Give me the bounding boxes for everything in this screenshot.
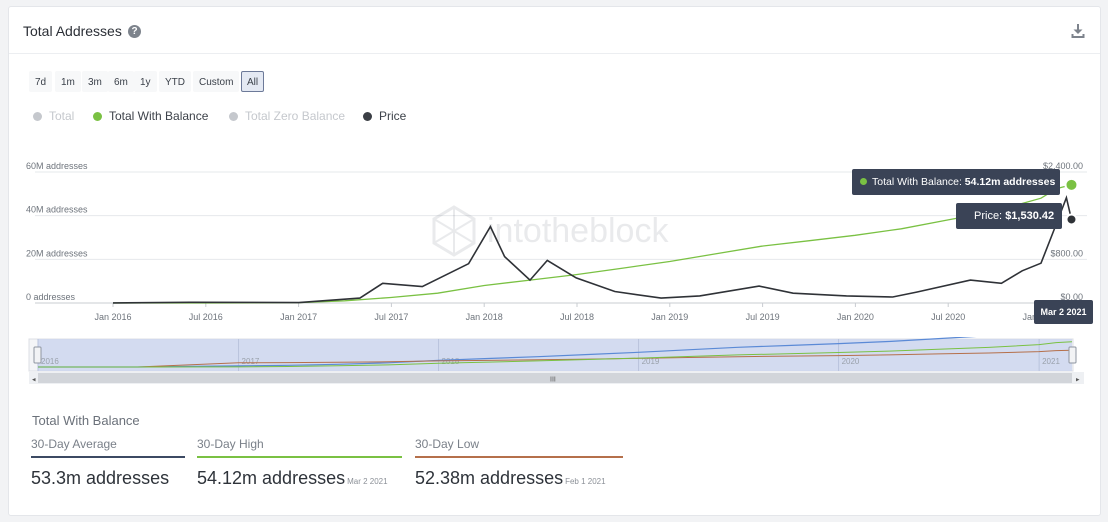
scrollbar-thumb[interactable] xyxy=(38,373,1072,383)
balance-marker xyxy=(1064,177,1079,192)
navigator-left-handle[interactable] xyxy=(33,346,42,364)
navigator-year-label: 2017 xyxy=(242,357,260,366)
card-title: Total Addresses xyxy=(23,23,122,39)
card-header: Total Addresses ? xyxy=(9,7,1100,54)
navigator-year-label: 2019 xyxy=(642,357,660,366)
navigator-total-line xyxy=(38,337,977,368)
tooltip-date-text: Mar 2 2021 xyxy=(1040,307,1087,317)
legend-item-total[interactable]: Total xyxy=(33,109,74,123)
x-tick-label: Jul 2016 xyxy=(189,312,223,322)
series-line-price xyxy=(112,194,1073,304)
stat-label: 30-Day High xyxy=(197,437,264,451)
navigator-year-label: 2016 xyxy=(41,357,59,366)
tooltip-balance-label: Total With Balance: xyxy=(872,176,965,188)
range-custom-button[interactable]: Custom xyxy=(193,71,240,92)
stat-value-text: 53.3m addresses xyxy=(31,468,170,488)
y-tick-label-right: $800.00 xyxy=(1050,248,1083,258)
range-ytd-button[interactable]: YTD xyxy=(159,71,191,92)
stat-value: 53.3m addresses xyxy=(31,468,185,489)
x-tick-label: Jan 2018 xyxy=(466,312,503,322)
tooltip-dot-icon xyxy=(860,178,867,185)
range-6m-button[interactable]: 6m xyxy=(108,71,134,92)
stat-rule xyxy=(415,456,623,458)
range-1m-button[interactable]: 1m xyxy=(55,71,81,92)
x-tick-label: Jul 2019 xyxy=(746,312,780,322)
legend-label: Total xyxy=(49,109,75,123)
y-tick-label-left: 60M addresses xyxy=(26,161,88,171)
y-tick-label-left: 20M addresses xyxy=(26,248,88,258)
range-1y-button[interactable]: 1y xyxy=(134,71,157,92)
stat-rule xyxy=(31,456,185,458)
stat-value: 54.12m addresses Mar 2 2021 xyxy=(197,468,402,489)
total-addresses-card: Total Addresses ? 7d 1m 3m 6m 1y YTD Cus… xyxy=(8,6,1101,516)
watermark: intotheblock xyxy=(432,205,669,257)
y-tick-label-right: $2,400.00 xyxy=(1043,161,1083,171)
stat-value: 52.38m addresses Feb 1 2021 xyxy=(415,468,623,489)
legend-dot-icon xyxy=(33,111,42,121)
x-tick-label: Jul 2017 xyxy=(374,312,408,322)
x-tick-label: Jan 2019 xyxy=(651,312,688,322)
tooltip-price-value: $1,530.42 xyxy=(1005,210,1055,222)
stat-30day-average: 30-Day Average 53.3m addresses xyxy=(31,437,185,489)
tooltip-price-label: Price: xyxy=(974,210,1006,222)
range-navigator[interactable]: 2016 2017 2018 2019 2020 2021 ◂ ▸ III xyxy=(9,337,1099,387)
tooltip-balance: Total With Balance: 54.12m addresses xyxy=(852,169,1060,195)
legend-label: Total Zero Balance xyxy=(245,109,346,123)
watermark-text: intotheblock xyxy=(487,212,669,250)
tooltip-balance-value: 54.12m addresses xyxy=(964,176,1056,188)
navigator-balance-line xyxy=(38,341,1073,368)
y-axis-right: $0.00 $800.00 $2,400.00 xyxy=(1043,161,1083,302)
y-tick-label-left: 0 addresses xyxy=(26,292,76,302)
navigator-year-label: 2021 xyxy=(1042,357,1060,366)
legend-dot-icon xyxy=(229,111,238,121)
stat-value-text: 54.12m addresses xyxy=(197,468,346,488)
x-tick-label: Jan 2020 xyxy=(837,312,874,322)
question-circle-icon[interactable]: ? xyxy=(128,25,141,38)
stat-rule xyxy=(197,456,402,458)
stat-label: 30-Day Average xyxy=(31,437,117,451)
scroll-grip-icon[interactable]: III xyxy=(550,377,556,384)
stat-date: Mar 2 2021 xyxy=(347,477,388,486)
range-7d-button[interactable]: 7d xyxy=(29,71,53,92)
tooltip-date: Mar 2 2021 xyxy=(1034,300,1093,324)
y-tick-label-right: $0.00 xyxy=(1060,292,1083,302)
x-tick-label: Jul 2018 xyxy=(560,312,594,322)
legend-dot-icon xyxy=(93,111,102,121)
range-all-button[interactable]: All xyxy=(241,71,265,92)
y-axis-left: 0 addresses 20M addresses 40M addresses 60M… xyxy=(26,161,88,302)
legend-label: Total With Balance xyxy=(109,109,209,123)
hover-markers xyxy=(1064,177,1079,226)
x-tick-label: Jan 2017 xyxy=(280,312,317,322)
stat-value-text: 52.38m addresses xyxy=(415,468,564,488)
stat-30day-low: 30-Day Low 52.38m addresses Feb 1 2021 xyxy=(415,437,623,489)
tooltip-price: Price: $1,530.42 xyxy=(956,203,1062,229)
stat-date: Feb 1 2021 xyxy=(565,477,606,486)
navigator-year-label: 2018 xyxy=(442,357,460,366)
navigator-right-handle[interactable] xyxy=(1068,346,1077,364)
legend-item-total-with-balance[interactable]: Total With Balance xyxy=(93,109,208,123)
navigator-year-label: 2020 xyxy=(842,357,860,366)
price-marker xyxy=(1065,213,1078,226)
legend-item-price[interactable]: Price xyxy=(363,109,406,123)
stats-title: Total With Balance xyxy=(32,413,140,428)
x-axis: Jan 2016 Jul 2016 Jan 2017 Jul 2017 Jan 2018… xyxy=(94,303,1060,322)
y-tick-label-left: 40M addresses xyxy=(26,205,88,215)
x-tick-label: Jul 2020 xyxy=(931,312,965,322)
range-3m-button[interactable]: 3m xyxy=(82,71,108,92)
download-icon[interactable] xyxy=(1070,23,1086,39)
stat-label: 30-Day Low xyxy=(415,437,480,451)
stat-30day-high: 30-Day High 54.12m addresses Mar 2 2021 xyxy=(197,437,402,489)
x-tick-label: Jan 2016 xyxy=(94,312,131,322)
legend-dot-icon xyxy=(363,111,372,121)
scroll-left-icon[interactable]: ◂ xyxy=(32,377,36,384)
legend-label: Price xyxy=(379,109,407,123)
legend-item-total-zero-balance[interactable]: Total Zero Balance xyxy=(229,109,345,123)
scroll-right-icon[interactable]: ▸ xyxy=(1076,377,1080,384)
